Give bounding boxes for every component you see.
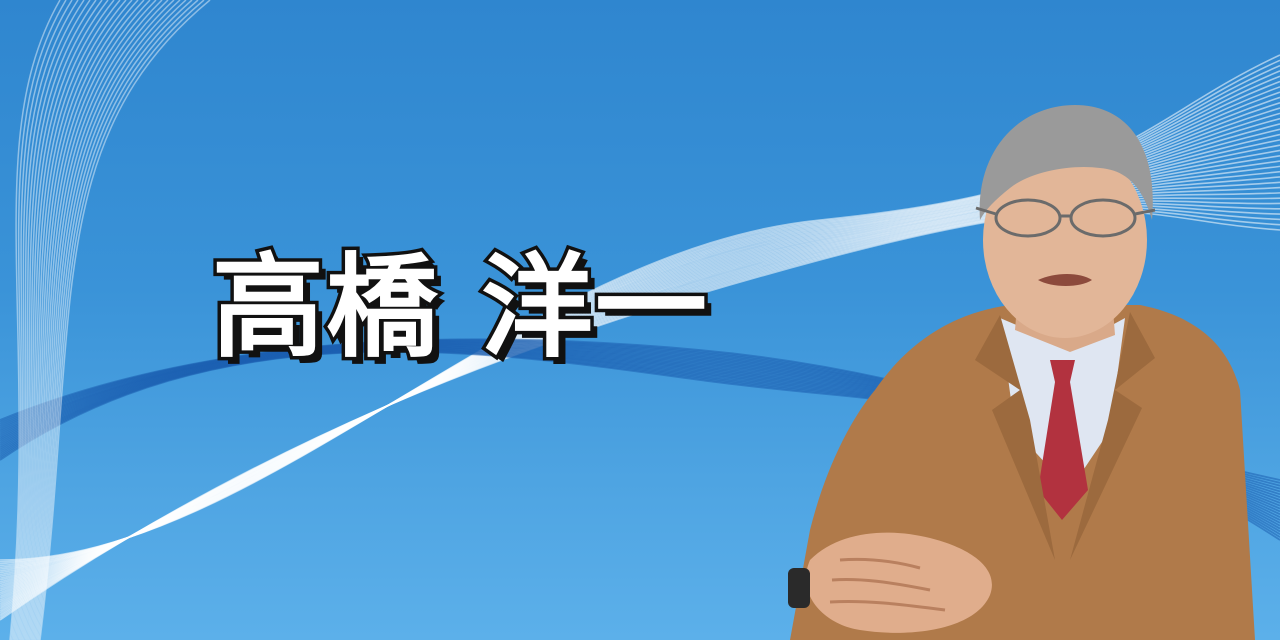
wave-line [18,0,109,640]
hands [806,532,992,633]
wave-lines-left [9,0,211,640]
wave-line [22,0,127,640]
wave-line [39,0,211,640]
wave-line [17,0,103,640]
wave-line [12,0,79,640]
wave-line [32,0,175,640]
wave-line [15,0,91,640]
tie [1038,360,1088,520]
portrait-photo [788,105,1255,640]
wristwatch [788,568,810,608]
mouth [1038,274,1092,286]
glasses-icon [975,198,1156,238]
wave-line [33,0,181,640]
wave-line [10,0,67,640]
wave-line [20,0,115,640]
wave-line [36,0,199,640]
wave-line [34,0,187,640]
wave-line [24,0,139,640]
wave-line [29,0,163,640]
wave-line [30,0,169,640]
jacket-lapel-right [1070,312,1155,560]
finger-lines [829,557,946,612]
face [983,142,1147,338]
person-name-title: 高橋 洋一 [209,243,711,373]
wave-line [16,0,97,640]
wave-line [28,0,157,640]
wave-line [21,0,121,640]
wave-line [35,0,193,640]
hair [979,105,1153,220]
wave-line [14,0,85,640]
jacket-lapel-left [975,315,1055,560]
wave-line [38,0,205,640]
wave-line [26,0,145,640]
wave-line [23,0,133,640]
wave-line [27,0,151,640]
wave-line [11,0,73,640]
wave-line [9,0,61,640]
